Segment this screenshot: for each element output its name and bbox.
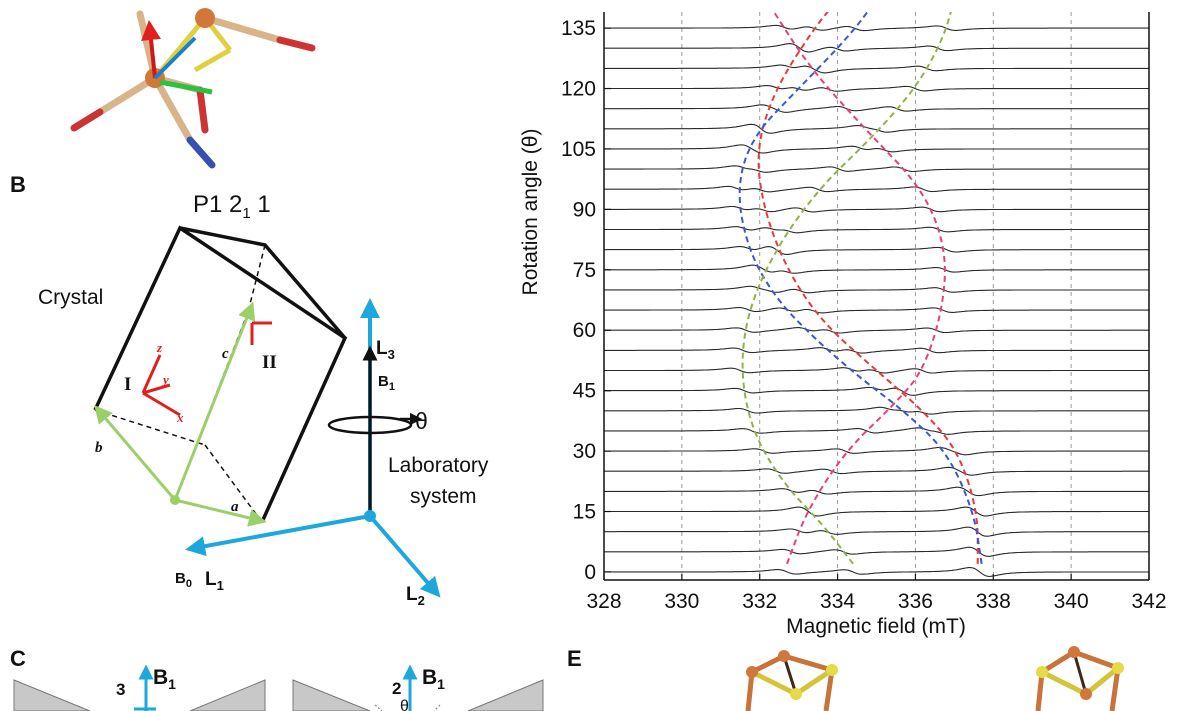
site-label-i: I [124, 374, 131, 395]
panel-c-schematic-right: 2 θ B1 [292, 664, 544, 711]
spectrum-trace [604, 264, 1149, 274]
spectrum-trace [604, 386, 1149, 396]
spectrum-trace [604, 144, 1149, 154]
x-tick-group: 328 330 332 334 336 338 340 342 [586, 574, 1167, 613]
spectrum-trace [604, 285, 1149, 294]
spectrum-trace [604, 567, 1149, 577]
lab-axis-l1: L1 [205, 569, 224, 593]
panel-c-theta: θ [400, 698, 409, 711]
laboratory-label-line2: system [410, 485, 477, 508]
x-axis-label: Magnetic field (mT) [786, 615, 966, 638]
b1-field-label: B1 [378, 373, 395, 393]
y-tick-label: 60 [573, 319, 596, 342]
chart-gridlines [681, 12, 1072, 580]
spectrum-trace [604, 24, 1149, 32]
spectrum-trace [604, 226, 1149, 234]
y-axis-label: Rotation angle (θ) [519, 129, 542, 296]
iron-sulfur-cluster-left [745, 650, 838, 711]
spectrum-trace [604, 546, 1149, 557]
space-group-label: P1 21 1 [193, 191, 271, 222]
y-tick-label: 15 [573, 501, 596, 524]
site-ii-marker [250, 321, 272, 345]
panel-letter-e: E [567, 646, 582, 671]
lattice-label-c: c [222, 346, 229, 362]
site-label-ii: II [262, 352, 277, 373]
panel-c-b1-left: B1 [153, 666, 176, 692]
spectrum-trace [604, 466, 1149, 476]
spectrum-trace [604, 64, 1149, 74]
y-tick-label: 120 [561, 78, 596, 101]
crystal-unit-cell: a b c z y x I II [93, 225, 348, 527]
epr-rotation-chart: 328 330 332 334 336 338 340 342 0 15 30 45 60 75 90 10… [519, 6, 1167, 638]
lattice-label-a: a [231, 499, 239, 515]
x-tick-label: 340 [1054, 590, 1089, 613]
spectrum-trace [604, 367, 1149, 374]
panel-letter-c: C [10, 646, 26, 671]
crystal-label: Crystal [38, 286, 103, 309]
y-tick-label: 45 [573, 380, 596, 403]
spectrum-trace [604, 205, 1149, 213]
molecule-fragment-a [70, 8, 316, 169]
iron-sulfur-cluster-right [1035, 646, 1124, 711]
y-tick-label: 0 [584, 561, 596, 584]
x-tick-label: 334 [820, 590, 855, 613]
lab-axis-l3: L3 [376, 338, 395, 362]
spectrum-trace [604, 43, 1149, 53]
guide-curve-4 [741, 12, 952, 565]
spectrum-trace [604, 85, 1149, 92]
y-tick-label: 90 [573, 198, 596, 221]
y-tick-label: 30 [573, 440, 596, 463]
spectrum-trace [604, 347, 1149, 354]
laboratory-system: θ L3 B1 L1 B0 L2 Laboratory system [175, 298, 489, 608]
spectrum-trace [604, 327, 1149, 334]
theta-label: θ [415, 408, 428, 434]
spectrum-trace [604, 123, 1149, 134]
chart-guide-curves [738, 12, 983, 565]
x-tick-label: 330 [664, 590, 699, 613]
x-tick-label: 328 [586, 590, 621, 613]
guide-curve-3 [738, 12, 983, 565]
spectrum-trace [604, 104, 1149, 113]
chart-traces [604, 6, 1149, 577]
spectrum-trace [604, 306, 1149, 314]
panel-c-b1-right: B1 [422, 666, 445, 692]
panel-c-axis-2: 2 [392, 679, 401, 698]
spectrum-trace [604, 185, 1149, 193]
spectrum-trace [604, 6, 1149, 11]
x-tick-label: 342 [1131, 590, 1166, 613]
local-axis-x: x [176, 410, 184, 425]
lab-axis-l2: L2 [406, 584, 425, 608]
spectrum-trace [604, 506, 1149, 517]
laboratory-label-line1: Laboratory [388, 454, 489, 477]
x-tick-label: 336 [898, 590, 933, 613]
x-tick-label: 332 [742, 590, 777, 613]
spectrum-trace [604, 526, 1149, 537]
local-axis-z: z [156, 340, 163, 355]
x-tick-label: 338 [976, 590, 1011, 613]
y-tick-group: 0 15 30 45 60 75 90 105 120 135 [561, 17, 611, 584]
panel-c-axis-3: 3 [116, 680, 125, 699]
site-i-axes: z y x [141, 340, 184, 425]
y-tick-label: 75 [573, 259, 596, 282]
spectrum-trace [604, 165, 1149, 173]
spectrum-trace [604, 406, 1149, 415]
spectrum-trace [604, 427, 1149, 435]
chart-axes [603, 12, 1150, 581]
b0-field-label: B0 [175, 570, 192, 590]
guide-curve-2 [757, 12, 979, 564]
spectrum-trace [604, 446, 1149, 456]
panel-letter-b: B [10, 172, 26, 197]
y-tick-label: 135 [561, 17, 596, 40]
lattice-label-b: b [95, 440, 103, 456]
y-tick-label: 105 [561, 138, 596, 161]
spectrum-trace [604, 486, 1149, 497]
guide-curve-1 [772, 12, 946, 565]
local-axis-y: y [161, 372, 169, 387]
panel-c-schematic-left: 3 B1 [13, 664, 266, 711]
spectrum-trace [604, 246, 1149, 255]
